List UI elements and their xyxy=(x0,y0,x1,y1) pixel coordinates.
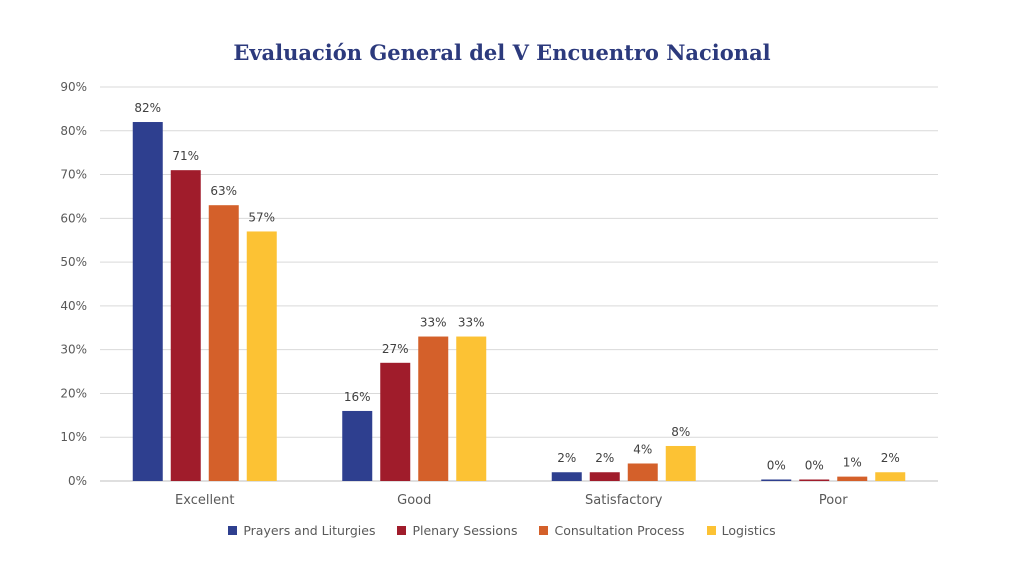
bar xyxy=(665,445,696,481)
x-category-label: Poor xyxy=(819,493,848,508)
legend-label: Consultation Process xyxy=(554,523,685,538)
bar xyxy=(246,231,277,481)
bar xyxy=(799,479,830,481)
legend-item: Consultation Process xyxy=(539,523,685,538)
chart-title: Evaluación General del V Encuentro Nacio… xyxy=(233,40,771,65)
legend-swatch xyxy=(539,526,549,535)
y-tick-label: 70% xyxy=(60,168,87,182)
bar xyxy=(418,336,449,481)
bar xyxy=(589,472,620,481)
data-label: 16% xyxy=(344,390,371,404)
y-tick-label: 90% xyxy=(60,80,87,94)
data-label: 8% xyxy=(671,425,690,439)
legend-swatch xyxy=(706,526,716,535)
y-tick-label: 80% xyxy=(60,124,87,138)
legend-item: Plenary Sessions xyxy=(397,523,517,538)
data-label: 2% xyxy=(881,451,900,465)
y-tick-label: 0% xyxy=(68,474,87,488)
bar xyxy=(208,205,239,481)
data-label: 71% xyxy=(172,149,199,163)
bar xyxy=(875,472,906,481)
data-label: 82% xyxy=(134,101,161,115)
bar xyxy=(761,479,792,481)
y-tick-label: 10% xyxy=(60,430,87,444)
data-label: 0% xyxy=(767,459,786,473)
legend-label: Plenary Sessions xyxy=(412,523,518,538)
legend-swatch xyxy=(228,526,238,535)
bar xyxy=(551,472,582,481)
bar xyxy=(627,463,658,481)
y-tick-label: 40% xyxy=(60,299,87,313)
data-label: 33% xyxy=(458,316,485,330)
legend-label: Prayers and Liturgies xyxy=(243,523,376,538)
legend-label: Logistics xyxy=(721,523,776,538)
legend-item: Prayers and Liturgies xyxy=(228,523,375,538)
data-label: 4% xyxy=(633,442,652,456)
legend-item: Logistics xyxy=(706,523,776,538)
chart-legend: Prayers and Liturgies Plenary Sessions Con… xyxy=(0,523,1004,538)
data-label: 27% xyxy=(382,342,409,356)
data-label: 2% xyxy=(595,451,614,465)
y-tick-label: 30% xyxy=(60,343,87,357)
x-category-label: Satisfactory xyxy=(585,493,663,508)
data-label: 33% xyxy=(420,316,447,330)
x-category-label: Excellent xyxy=(175,493,234,508)
bar xyxy=(132,122,163,482)
legend-swatch xyxy=(397,526,407,535)
bar xyxy=(380,362,411,481)
data-label: 0% xyxy=(805,459,824,473)
y-tick-label: 60% xyxy=(60,211,87,225)
data-label: 57% xyxy=(248,210,275,224)
bar xyxy=(456,336,487,481)
bar xyxy=(837,476,868,481)
bar xyxy=(170,170,201,481)
data-label: 63% xyxy=(210,184,237,198)
data-label: 1% xyxy=(843,456,862,470)
data-label: 2% xyxy=(557,451,576,465)
y-tick-label: 20% xyxy=(60,386,87,400)
y-tick-label: 50% xyxy=(60,255,87,269)
x-category-label: Good xyxy=(397,493,431,508)
bar xyxy=(342,410,373,481)
